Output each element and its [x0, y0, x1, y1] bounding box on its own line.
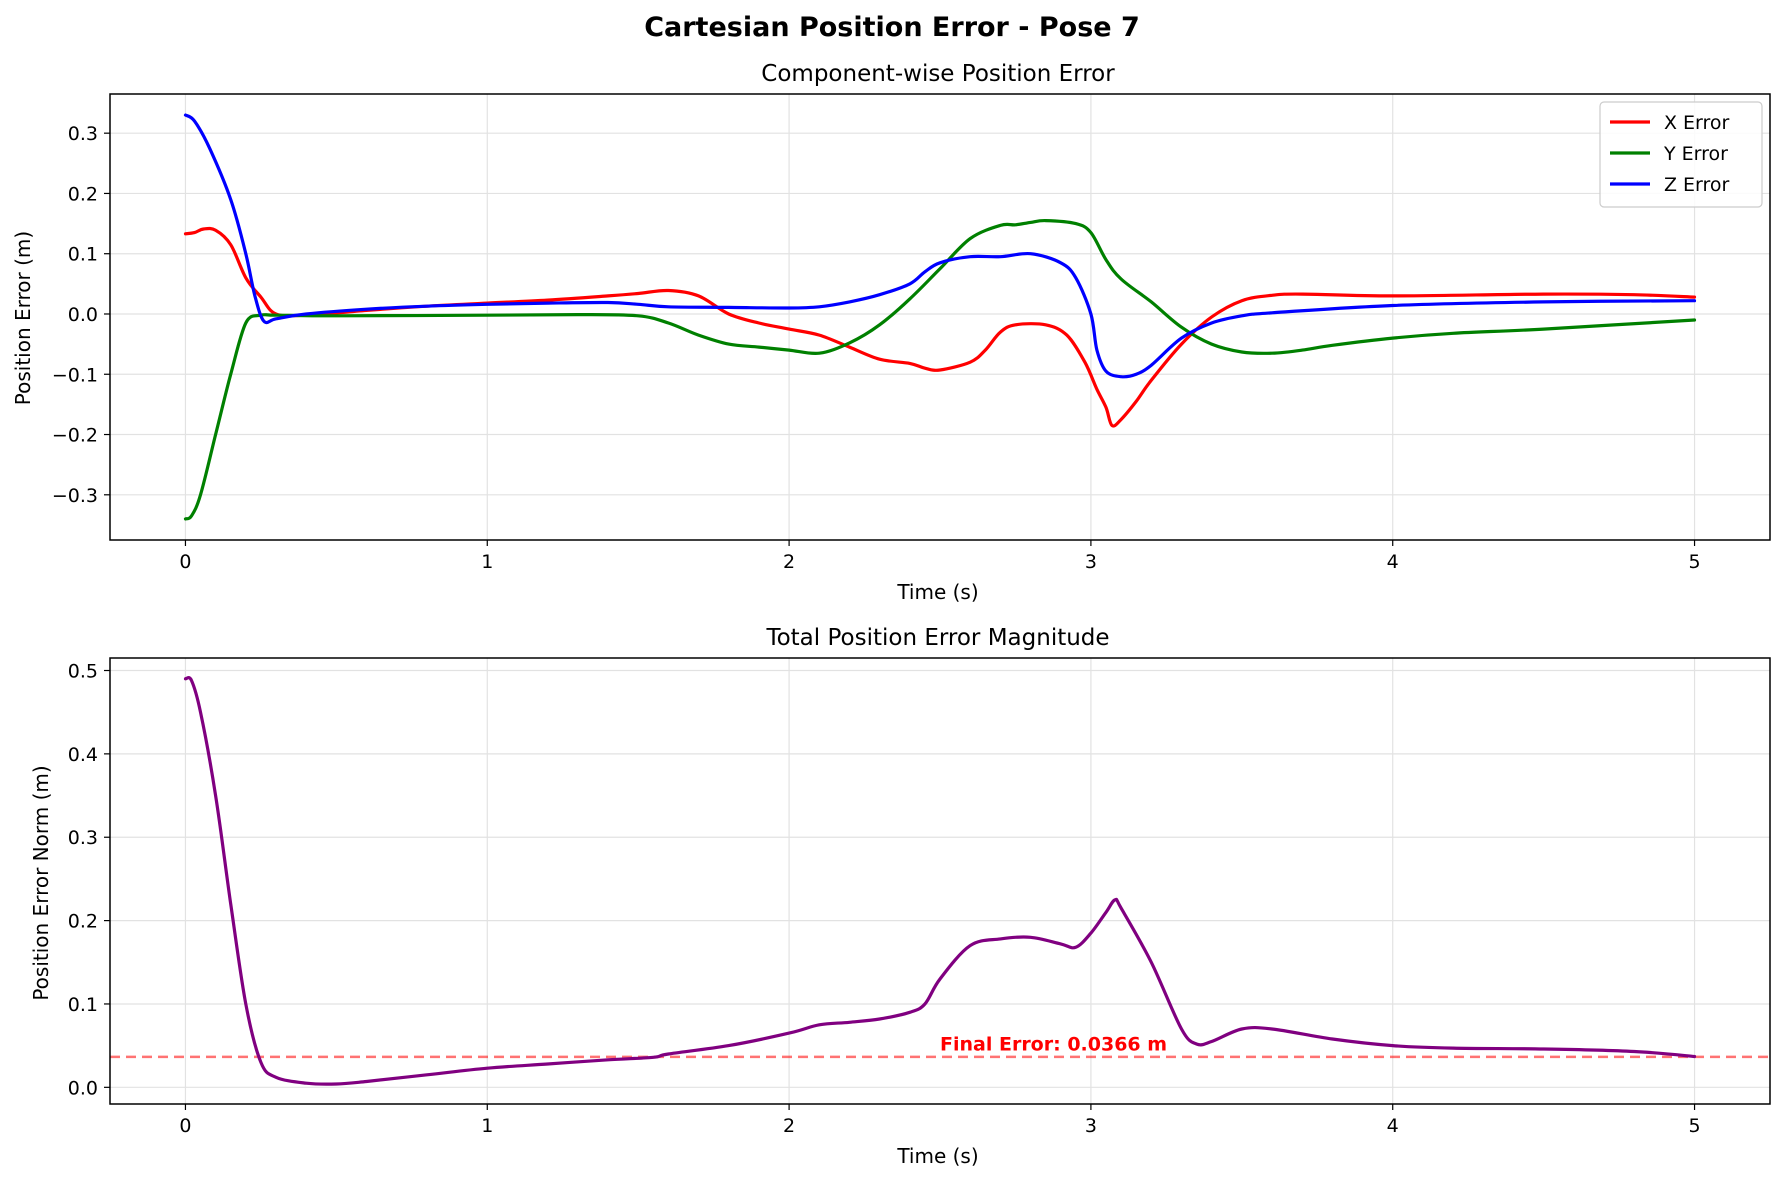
- y-tick-label: 0.0: [68, 304, 98, 326]
- x-tick-label: 2: [783, 1115, 795, 1137]
- y-tick-label: 0.3: [68, 123, 98, 145]
- x-axis-label-component: Time (s): [896, 580, 978, 604]
- ticks-component: 0 1 2 3 4 5 −0.3 −0.2 −0.1 0.0 0.1 0.2 0.3: [52, 123, 1701, 573]
- x-tick-label: 3: [1085, 551, 1097, 573]
- y-axis-label-component: Position Error (m): [11, 231, 35, 405]
- series-group-total: [183, 676, 1697, 1086]
- series-line-z-error: [183, 113, 1697, 379]
- axes-frame-total: [109, 657, 1771, 1105]
- axes-component-error: Component-wise Position Error 0 1 2 3 4 5 −0.3…: [11, 61, 1771, 604]
- axes-title-total: Total Position Error Magnitude: [765, 625, 1109, 651]
- legend: X Error Y Error Z Error: [1599, 101, 1763, 208]
- x-tick-label: 1: [481, 1115, 493, 1137]
- legend-label-x-error: X Error: [1664, 112, 1730, 134]
- x-tick-label: 0: [179, 551, 191, 573]
- axes-title-component: Component-wise Position Error: [761, 61, 1115, 87]
- y-tick-label: 0.1: [68, 994, 98, 1016]
- y-tick-label: 0.5: [68, 661, 98, 683]
- y-tick-label: 0.1: [68, 244, 98, 266]
- final-error-annotation: Final Error: 0.0366 m: [940, 1034, 1167, 1056]
- x-tick-label: 0: [179, 1115, 191, 1137]
- y-tick-label: −0.3: [52, 485, 98, 507]
- series-group-component: [183, 113, 1697, 521]
- figure-title: Cartesian Position Error - Pose 7: [644, 12, 1140, 43]
- y-tick-label: 0.3: [68, 827, 98, 849]
- x-tick-label: 1: [481, 551, 493, 573]
- y-tick-label: −0.2: [52, 425, 98, 447]
- x-tick-label: 2: [783, 551, 795, 573]
- x-tick-label: 4: [1387, 551, 1399, 573]
- x-tick-label: 5: [1688, 1115, 1700, 1137]
- y-tick-label: −0.1: [52, 364, 98, 386]
- y-tick-label: 0.4: [68, 744, 98, 766]
- y-tick-label: 0.0: [68, 1077, 98, 1099]
- axes-frame-component: [109, 93, 1771, 541]
- series-line-y-error: [183, 218, 1697, 521]
- grid-total: [110, 658, 1770, 1104]
- y-tick-label: 0.2: [68, 911, 98, 933]
- axes-total-error: Total Position Error Magnitude 0 1 2 3 4 5 0.0…: [29, 625, 1771, 1168]
- legend-frame: [1599, 101, 1763, 208]
- x-tick-label: 3: [1085, 1115, 1097, 1137]
- ticks-total: 0 1 2 3 4 5 0.0 0.1 0.2 0.3 0.4 0.5: [68, 661, 1701, 1137]
- y-axis-label-total: Position Error Norm (m): [29, 765, 53, 1000]
- y-tick-label: 0.2: [68, 183, 98, 205]
- x-axis-label-total: Time (s): [896, 1144, 978, 1168]
- x-tick-label: 5: [1688, 551, 1700, 573]
- series-line-error-norm: [183, 676, 1697, 1086]
- legend-label-y-error: Y Error: [1663, 143, 1728, 165]
- legend-label-z-error: Z Error: [1664, 174, 1730, 196]
- x-tick-label: 4: [1387, 1115, 1399, 1137]
